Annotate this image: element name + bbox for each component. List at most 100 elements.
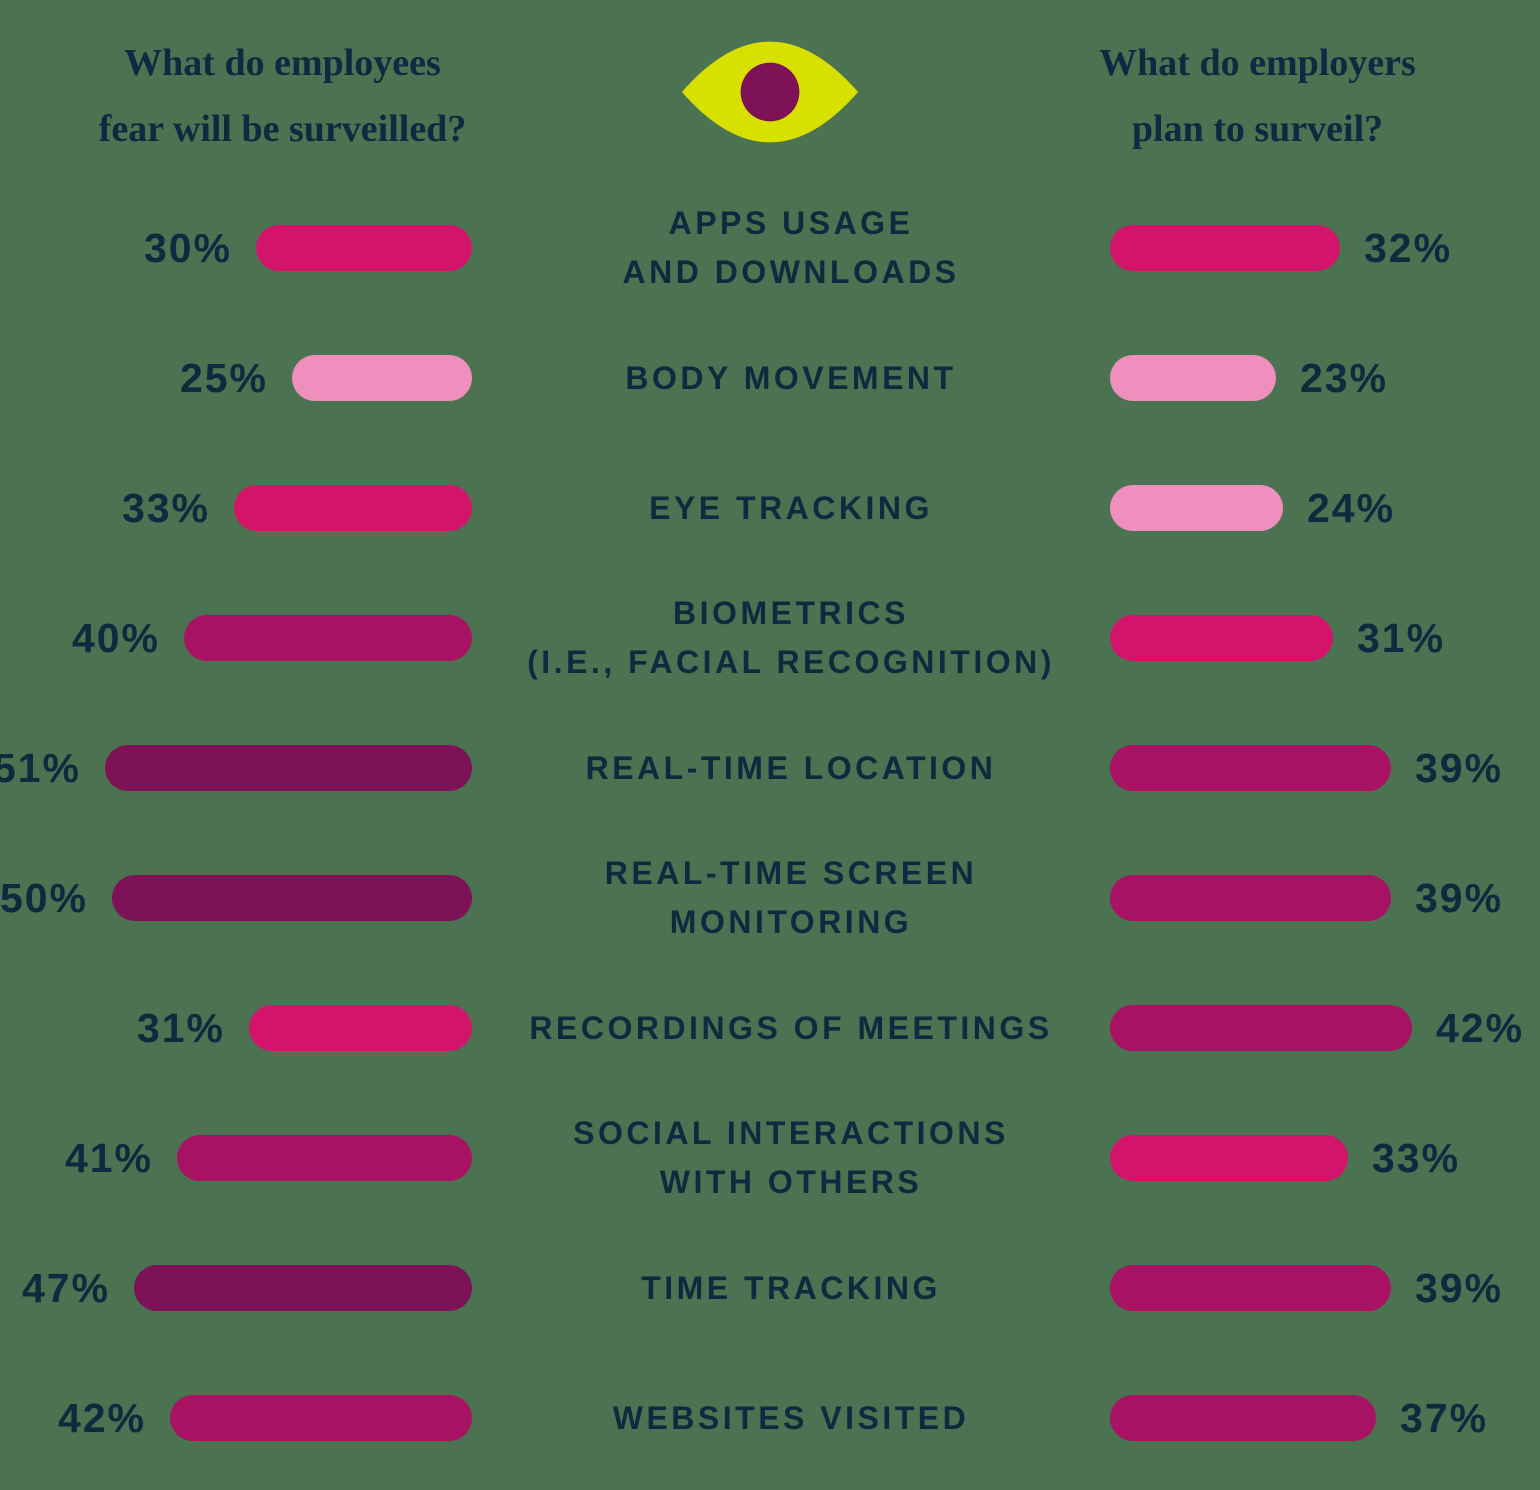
category-row: 51% REAL-TIME LOCATION 39% — [0, 703, 1540, 833]
employer-bar-zone: 39% — [1110, 875, 1540, 922]
employee-bar — [249, 1005, 472, 1051]
employee-bar-zone: 33% — [0, 485, 472, 532]
employer-bar — [1110, 1005, 1412, 1051]
employer-percent-label: 31% — [1357, 614, 1446, 661]
category-label: REAL-TIME SCREEN MONITORING — [604, 855, 978, 940]
employer-percent-label: 33% — [1372, 1134, 1461, 1181]
employer-bar — [1110, 875, 1391, 921]
employer-percent-label: 23% — [1300, 354, 1389, 401]
employer-bar-zone: 39% — [1110, 745, 1540, 792]
category-label: APPS USAGE AND DOWNLOADS — [622, 205, 960, 290]
employee-bar — [256, 225, 472, 271]
employer-percent-label: 37% — [1400, 1394, 1489, 1441]
employees-title-line1: What do employees — [124, 42, 441, 84]
employee-percent-label: 25% — [179, 354, 268, 401]
employer-bar-zone: 23% — [1110, 355, 1540, 402]
employer-bar — [1110, 225, 1340, 271]
employee-percent-label: 31% — [136, 1004, 225, 1051]
category-zone: REAL-TIME SCREEN MONITORING — [472, 849, 1110, 947]
category-row: 40% BIOMETRICS (I.E., FACIAL RECOGNITION)… — [0, 573, 1540, 703]
employee-percent-label: 33% — [121, 484, 210, 531]
category-label: WEBSITES VISITED — [612, 1399, 970, 1436]
employer-bar-zone: 24% — [1110, 485, 1540, 532]
employers-title-line2: plan to surveil? — [1131, 108, 1384, 150]
employer-bar — [1110, 745, 1391, 791]
employer-bar — [1110, 355, 1276, 401]
employee-bar — [112, 875, 472, 921]
category-zone: BODY MOVEMENT — [472, 354, 1110, 403]
category-row: 30% APPS USAGE AND DOWNLOADS 32% — [0, 183, 1540, 313]
employee-percent-label: 40% — [71, 614, 160, 661]
category-zone: REAL-TIME LOCATION — [472, 744, 1110, 793]
employer-percent-label: 24% — [1307, 484, 1396, 531]
category-label: BIOMETRICS (I.E., FACIAL RECOGNITION) — [527, 595, 1055, 680]
eye-pupil-shape — [740, 62, 800, 122]
category-label: SOCIAL INTERACTIONS WITH OTHERS — [573, 1115, 1009, 1200]
employer-bar — [1110, 1135, 1348, 1181]
employee-bar — [234, 485, 472, 531]
category-label: REAL-TIME LOCATION — [585, 749, 997, 786]
employee-bar — [105, 745, 472, 791]
bar-chart-rows: 30% APPS USAGE AND DOWNLOADS 32% 25% BODY… — [0, 183, 1540, 1483]
employee-percent-label: 42% — [57, 1394, 146, 1441]
category-row: 33% EYE TRACKING 24% — [0, 443, 1540, 573]
employee-bar-zone: 40% — [0, 615, 472, 662]
employer-percent-label: 32% — [1364, 224, 1453, 271]
category-label: RECORDINGS OF MEETINGS — [529, 1009, 1053, 1046]
category-row: 50% REAL-TIME SCREEN MONITORING 39% — [0, 833, 1540, 963]
employee-bar-zone: 50% — [0, 875, 472, 922]
category-zone: TIME TRACKING — [472, 1264, 1110, 1313]
eye-icon — [681, 41, 859, 143]
employer-percent-label: 42% — [1436, 1004, 1525, 1051]
category-row: 31% RECORDINGS OF MEETINGS 42% — [0, 963, 1540, 1093]
category-label: TIME TRACKING — [641, 1269, 941, 1306]
employer-percent-label: 39% — [1415, 874, 1504, 921]
employee-percent-label: 30% — [143, 224, 232, 271]
employee-bar — [170, 1395, 472, 1441]
category-row: 25% BODY MOVEMENT 23% — [0, 313, 1540, 443]
category-zone: WEBSITES VISITED — [472, 1394, 1110, 1443]
employer-bar — [1110, 485, 1283, 531]
employers-title: What do employers plan to surveil? — [975, 30, 1540, 183]
employer-bar-zone: 32% — [1110, 225, 1540, 272]
employer-bar — [1110, 1395, 1376, 1441]
category-zone: BIOMETRICS (I.E., FACIAL RECOGNITION) — [472, 589, 1110, 687]
employer-bar-zone: 37% — [1110, 1395, 1540, 1442]
employer-bar-zone: 31% — [1110, 615, 1540, 662]
category-row: 42% WEBSITES VISITED 37% — [0, 1353, 1540, 1483]
employee-percent-label: 50% — [0, 874, 88, 921]
employee-bar — [177, 1135, 472, 1181]
employee-bar-zone: 51% — [0, 745, 472, 792]
employee-percent-label: 41% — [64, 1134, 153, 1181]
header: What do employees fear will be surveille… — [0, 0, 1540, 183]
category-zone: RECORDINGS OF MEETINGS — [472, 1004, 1110, 1053]
employee-bar — [134, 1265, 472, 1311]
category-label: EYE TRACKING — [649, 489, 933, 526]
employer-bar — [1110, 1265, 1391, 1311]
eye-icon-container — [565, 30, 975, 183]
employer-bar-zone: 42% — [1110, 1005, 1540, 1052]
employee-percent-label: 51% — [0, 744, 81, 791]
category-zone: EYE TRACKING — [472, 484, 1110, 533]
category-row: 47% TIME TRACKING 39% — [0, 1223, 1540, 1353]
category-zone: SOCIAL INTERACTIONS WITH OTHERS — [472, 1109, 1110, 1207]
employer-bar-zone: 33% — [1110, 1135, 1540, 1182]
employer-bar — [1110, 615, 1333, 661]
employee-bar-zone: 42% — [0, 1395, 472, 1442]
employee-bar-zone: 47% — [0, 1265, 472, 1312]
employee-bar-zone: 41% — [0, 1135, 472, 1182]
employees-title: What do employees fear will be surveille… — [0, 30, 565, 183]
employer-bar-zone: 39% — [1110, 1265, 1540, 1312]
employee-bar — [184, 615, 472, 661]
employers-title-line1: What do employers — [1099, 42, 1416, 84]
employer-percent-label: 39% — [1415, 1264, 1504, 1311]
employee-percent-label: 47% — [21, 1264, 110, 1311]
employer-percent-label: 39% — [1415, 744, 1504, 791]
employee-bar-zone: 30% — [0, 225, 472, 272]
employees-title-line2: fear will be surveilled? — [98, 108, 467, 150]
employee-bar — [292, 355, 472, 401]
category-label: BODY MOVEMENT — [625, 359, 957, 396]
employee-bar-zone: 25% — [0, 355, 472, 402]
category-row: 41% SOCIAL INTERACTIONS WITH OTHERS 33% — [0, 1093, 1540, 1223]
employee-bar-zone: 31% — [0, 1005, 472, 1052]
